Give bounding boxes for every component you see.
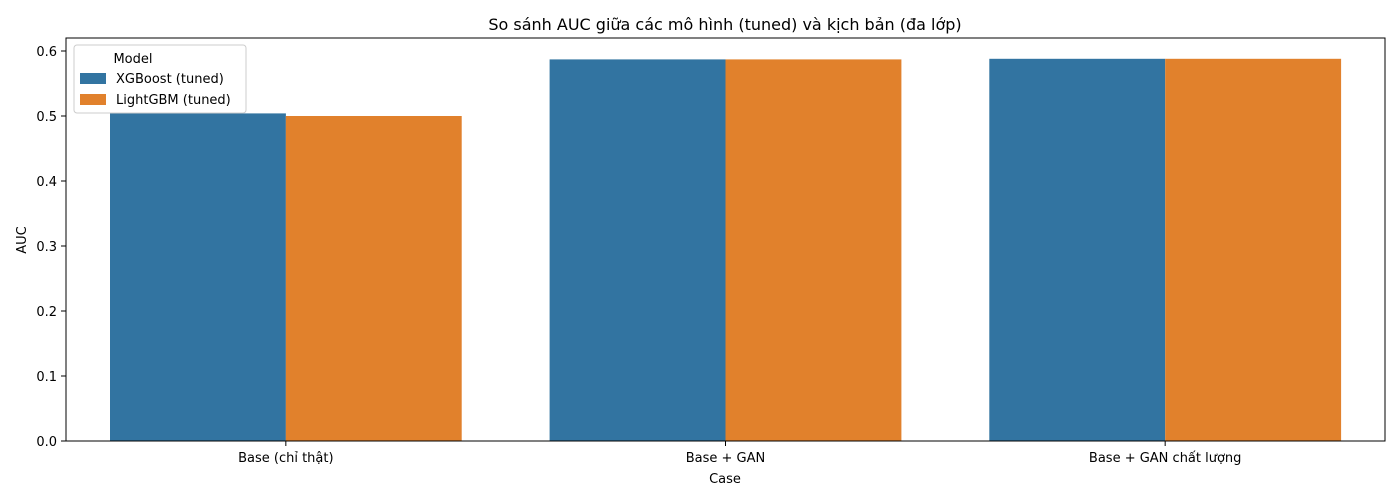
- bar-0-1: [549, 59, 726, 442]
- legend-swatch-1: [80, 94, 106, 105]
- y-tick-label-1: 0.1: [36, 370, 57, 385]
- y-tick-label-4: 0.4: [36, 175, 57, 190]
- legend-title: Model: [113, 52, 152, 67]
- y-tick-label-6: 0.6: [36, 45, 57, 60]
- y-tick-label-2: 0.2: [36, 305, 57, 320]
- chart-title: So sánh AUC giữa các mô hình (tuned) và …: [488, 15, 961, 34]
- y-tick-label-3: 0.3: [36, 240, 57, 255]
- legend-label-0: XGBoost (tuned): [116, 72, 224, 87]
- y-tick-label-5: 0.5: [36, 110, 57, 125]
- bar-1-1: [725, 59, 902, 442]
- legend-label-1: LightGBM (tuned): [116, 93, 231, 108]
- x-tick-label-1: Base + GAN: [686, 451, 766, 466]
- legend-swatch-0: [80, 73, 106, 84]
- x-tick-label-0: Base (chỉ thật): [238, 451, 333, 466]
- x-tick-label-2: Base + GAN chất lượng: [1089, 451, 1242, 466]
- y-tick-label-0: 0.0: [36, 435, 57, 450]
- plot-area: 0.0 0.1 0.2 0.3 0.4 0.5 0.6 Base (chỉ thật) Base…: [36, 37, 1386, 466]
- x-axis-label: Case: [709, 472, 741, 487]
- legend: Model XGBoost (tuned) LightGBM (tuned): [73, 44, 247, 114]
- y-axis-label: AUC: [15, 226, 30, 254]
- legend-box: [73, 44, 247, 114]
- bar-1-2: [1165, 58, 1342, 442]
- bar-1-0: [285, 116, 462, 441]
- bar-0-0: [110, 113, 286, 442]
- bar-0-2: [989, 58, 1166, 442]
